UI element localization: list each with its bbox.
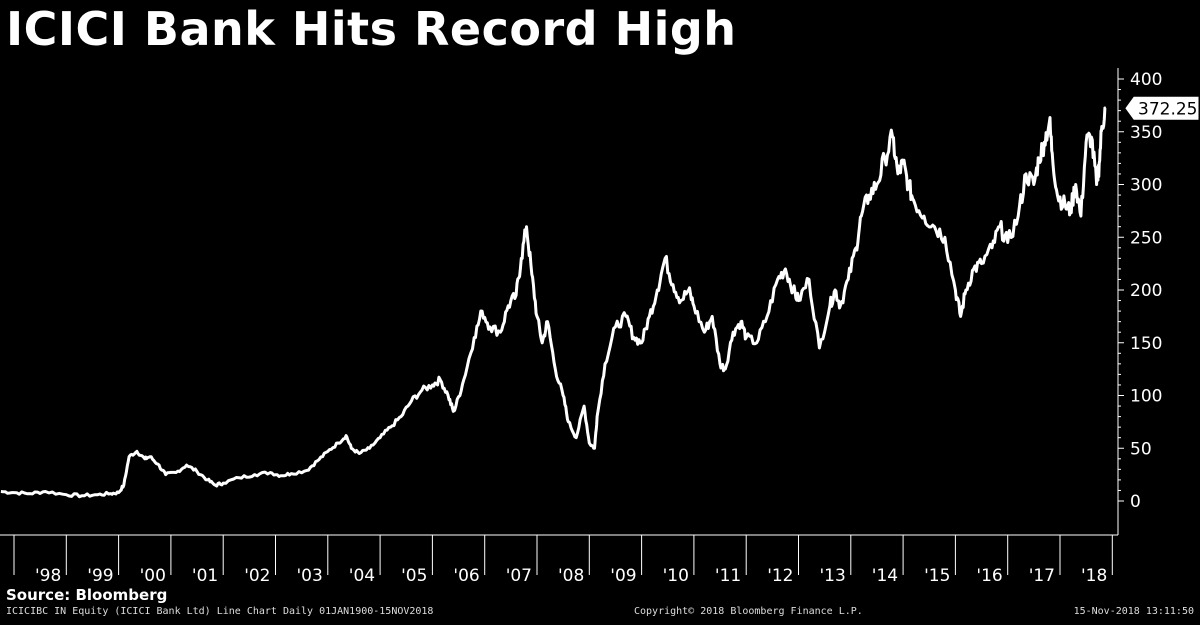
y-tick-label: 400 [1130,70,1162,90]
x-tick-label: '06 [453,566,479,586]
last-value-label: 372.25 [1138,99,1197,119]
y-tick-label: 200 [1130,281,1162,301]
chart-title: ICICI Bank Hits Record High [6,2,737,56]
x-tick-label: '16 [976,566,1002,586]
x-tick-label: '18 [1081,566,1107,586]
x-tick-label: '15 [924,566,950,586]
x-tick-label: '12 [767,566,793,586]
x-tick-label: '07 [506,566,532,586]
last-value-badge [1125,96,1199,120]
x-tick-label: '00 [140,566,166,586]
x-tick-label: '14 [872,566,898,586]
x-tick-label: '08 [558,566,584,586]
y-tick-label: 100 [1130,387,1162,407]
y-tick-label: 250 [1130,228,1162,248]
x-tick-label: '10 [663,566,689,586]
x-tick-label: '99 [87,566,113,586]
price-series-line [0,106,1107,499]
source-label: Source: Bloomberg [6,586,168,604]
y-tick-label: 50 [1130,439,1152,459]
x-tick-label: '04 [349,566,375,586]
y-tick-label: 350 [1130,123,1162,143]
y-tick-label: 300 [1130,176,1162,196]
footer-security-info: ICICIBC IN Equity (ICICI Bank Ltd) Line … [6,606,434,617]
footer-timestamp: 15-Nov-2018 13:11:50 [1073,606,1194,617]
x-tick-label: '01 [192,566,218,586]
x-tick-label: '05 [401,566,427,586]
y-tick-label: 150 [1130,334,1162,354]
x-tick-label: '02 [244,566,270,586]
y-tick-label: 0 [1130,492,1141,512]
x-tick-label: '03 [296,566,322,586]
footer-copyright: Copyright© 2018 Bloomberg Finance L.P. [634,606,863,617]
x-tick-label: '09 [610,566,636,586]
x-tick-label: '98 [35,566,61,586]
x-tick-label: '17 [1029,566,1055,586]
x-tick-label: '13 [819,566,845,586]
x-tick-label: '11 [715,566,741,586]
